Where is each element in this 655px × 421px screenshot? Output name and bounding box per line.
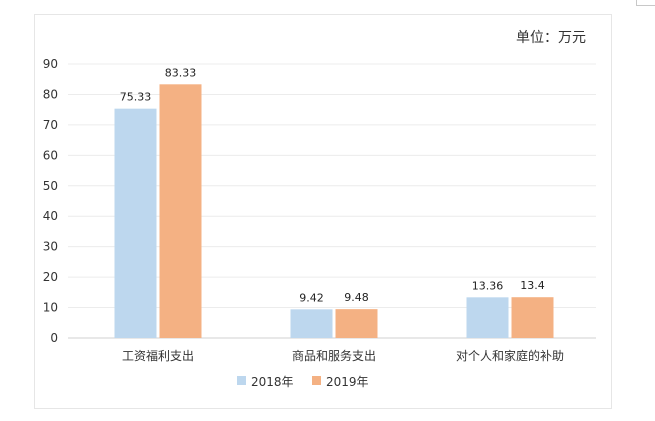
data-labels: 75.33 83.33 9.42 9.48 13.36 13.4 — [120, 66, 545, 304]
data-label: 9.42 — [299, 291, 324, 304]
window-corner-mark — [636, 0, 655, 6]
data-label: 83.33 — [165, 66, 197, 79]
y-tick-label: 20 — [43, 270, 58, 284]
y-axis-ticks: 0 10 20 30 40 50 60 70 80 90 — [43, 57, 58, 345]
data-label: 13.36 — [472, 279, 504, 292]
legend: 2018年 2019年 — [237, 375, 369, 389]
legend-label: 2018年 — [251, 375, 294, 389]
y-tick-label: 70 — [43, 118, 58, 132]
y-tick-label: 10 — [43, 301, 58, 315]
bar — [159, 84, 202, 338]
data-label: 75.33 — [120, 91, 152, 104]
y-tick-label: 60 — [43, 148, 58, 162]
data-label: 9.48 — [344, 291, 369, 304]
legend-swatch — [237, 376, 246, 385]
bar — [114, 108, 157, 338]
y-tick-label: 0 — [50, 331, 58, 345]
legend-swatch — [312, 376, 321, 385]
y-tick-label: 80 — [43, 87, 58, 101]
bar — [290, 309, 333, 338]
bar — [511, 297, 554, 338]
y-tick-label: 30 — [43, 240, 58, 254]
y-tick-label: 50 — [43, 179, 58, 193]
bar — [335, 309, 378, 338]
x-axis-categories: 工资福利支出 商品和服务支出 对个人和家庭的补助 — [122, 348, 564, 363]
x-category-label: 工资福利支出 — [122, 348, 194, 363]
x-category-label: 商品和服务支出 — [292, 348, 376, 363]
y-tick-label: 90 — [43, 57, 58, 71]
bars — [114, 84, 554, 338]
bar — [466, 297, 509, 338]
legend-label: 2019年 — [326, 375, 369, 389]
y-tick-label: 40 — [43, 209, 58, 223]
unit-label: 单位：万元 — [516, 30, 586, 46]
data-label: 13.4 — [520, 279, 545, 292]
x-category-label: 对个人和家庭的补助 — [456, 348, 564, 363]
